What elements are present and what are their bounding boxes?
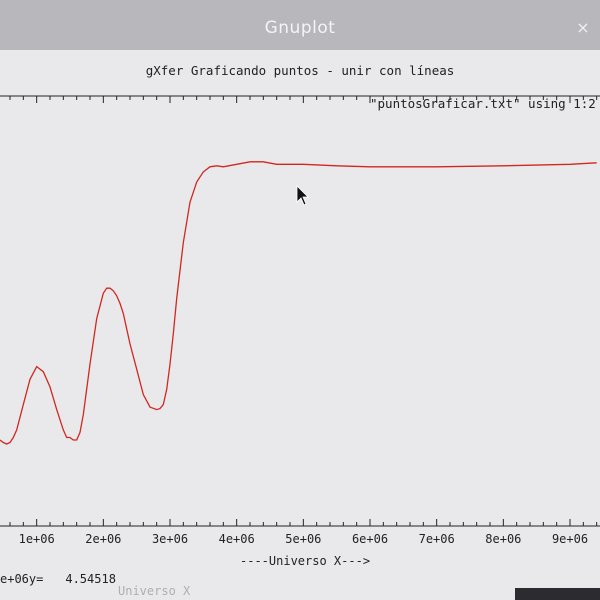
data-series-line xyxy=(0,161,597,445)
mouse-pointer-icon xyxy=(296,185,309,206)
status-prefix: e+06y= xyxy=(0,572,44,586)
plot-canvas[interactable]: 1e+06 2e+06 3e+06 4e+06 5e+06 6e+06 7e+06 8e+06… xyxy=(0,50,600,600)
tick-marks xyxy=(9,96,598,526)
status-y-value: 4.54518 xyxy=(65,572,116,586)
window-titlebar[interactable]: Gnuplot × xyxy=(0,0,600,51)
x-tick-label: 4e+06 xyxy=(219,532,255,546)
x-axis-label: ----Universo X---> xyxy=(240,554,371,568)
status-readout: e+06y= 4.54518 xyxy=(0,572,116,586)
taskbar-strip xyxy=(515,588,600,600)
x-tick-label: 3e+06 xyxy=(152,532,188,546)
x-tick-label: 8e+06 xyxy=(485,532,521,546)
x-tick-label: 5e+06 xyxy=(285,532,321,546)
plot-border xyxy=(0,95,600,527)
status-shadow-text: Universo X xyxy=(118,584,191,598)
legend-entry: "puntosGraficar.txt" using 1:2 - xyxy=(370,96,600,111)
x-tick-label: 9e+06 xyxy=(552,532,588,546)
x-tick-label: 1e+06 xyxy=(19,532,55,546)
x-tick-label: 7e+06 xyxy=(419,532,455,546)
close-icon[interactable]: × xyxy=(576,18,590,37)
window-title: Gnuplot xyxy=(264,18,336,38)
x-tick-label: 6e+06 xyxy=(352,532,388,546)
plot-svg: 1e+06 2e+06 3e+06 4e+06 5e+06 6e+06 7e+06 8e+06… xyxy=(0,95,600,546)
x-tick-label: 2e+06 xyxy=(85,532,121,546)
plot-title: gXfer Graficando puntos - unir con línea… xyxy=(145,63,455,78)
x-tick-labels: 1e+06 2e+06 3e+06 4e+06 5e+06 6e+06 7e+06 8e+06… xyxy=(19,532,588,546)
